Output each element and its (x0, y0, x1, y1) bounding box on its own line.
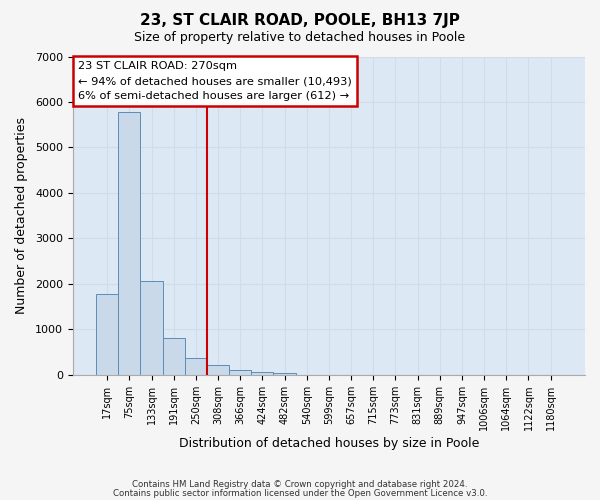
Bar (274, 374, 296, 375)
Text: Size of property relative to detached houses in Poole: Size of property relative to detached ho… (134, 31, 466, 44)
Text: 23 ST CLAIR ROAD: 270sqm
← 94% of detached houses are smaller (10,493)
6% of sem: 23 ST CLAIR ROAD: 270sqm ← 94% of detach… (78, 62, 352, 101)
Text: Contains public sector information licensed under the Open Government Licence v3: Contains public sector information licen… (113, 488, 487, 498)
Bar (185, 358, 207, 375)
Bar (207, 365, 229, 375)
Y-axis label: Number of detached properties: Number of detached properties (15, 117, 28, 314)
Bar (96, 294, 118, 375)
Bar (163, 338, 185, 375)
Bar (251, 372, 274, 375)
Bar (140, 281, 163, 375)
Bar (229, 370, 251, 375)
Text: 23, ST CLAIR ROAD, POOLE, BH13 7JP: 23, ST CLAIR ROAD, POOLE, BH13 7JP (140, 12, 460, 28)
Bar (118, 112, 140, 375)
X-axis label: Distribution of detached houses by size in Poole: Distribution of detached houses by size … (179, 437, 479, 450)
Text: Contains HM Land Registry data © Crown copyright and database right 2024.: Contains HM Land Registry data © Crown c… (132, 480, 468, 489)
